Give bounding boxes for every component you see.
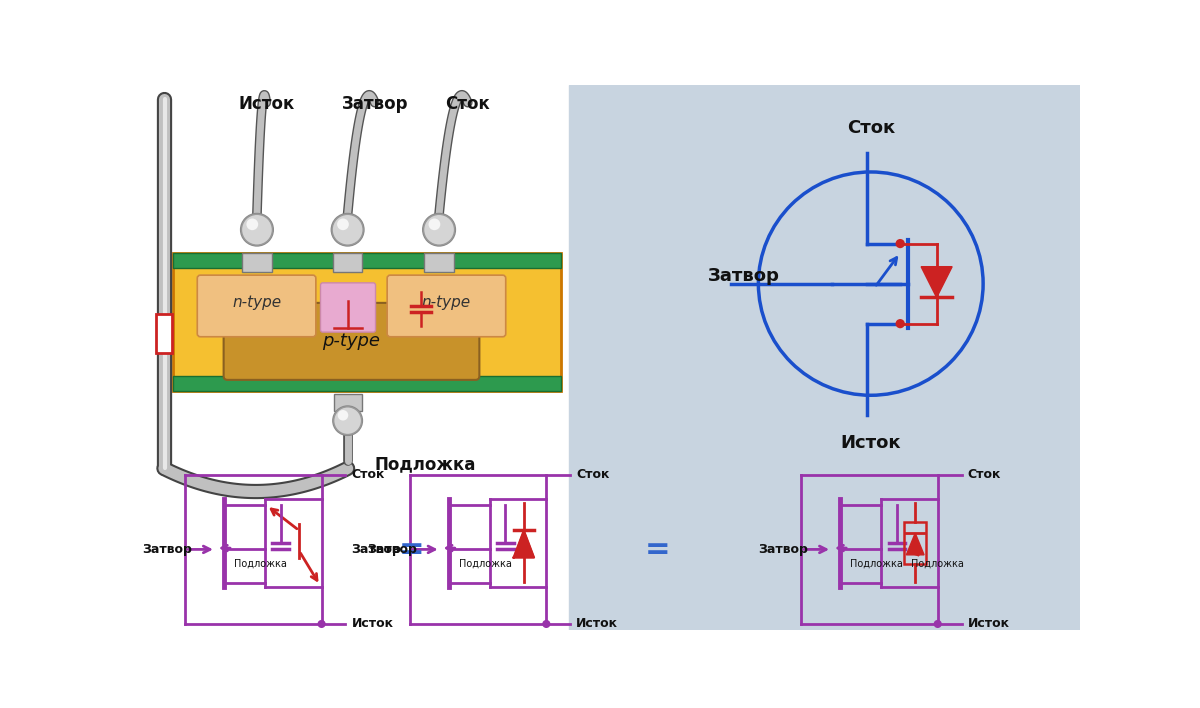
Bar	[156, 314, 172, 353]
FancyBboxPatch shape	[334, 394, 361, 411]
Circle shape	[330, 213, 365, 246]
Text: Исток: Исток	[352, 617, 394, 630]
Text: Сток: Сток	[352, 469, 385, 481]
FancyBboxPatch shape	[223, 303, 479, 380]
Circle shape	[240, 213, 274, 246]
Text: Исток: Исток	[238, 95, 294, 113]
Text: Затвор: Затвор	[708, 267, 780, 285]
Text: Подложка: Подложка	[234, 559, 287, 569]
Bar	[569, 85, 1080, 630]
Circle shape	[895, 239, 905, 249]
Circle shape	[337, 219, 349, 230]
Circle shape	[332, 405, 364, 436]
Text: =: =	[644, 535, 671, 564]
Text: Затвор: Затвор	[758, 543, 809, 556]
Circle shape	[895, 319, 905, 329]
Bar	[173, 253, 560, 392]
Text: Затвор: Затвор	[352, 543, 401, 556]
FancyBboxPatch shape	[197, 275, 316, 337]
Bar	[905, 522, 926, 564]
Text: Подложка: Подложка	[374, 455, 476, 474]
Text: n-type: n-type	[232, 295, 281, 310]
Circle shape	[337, 410, 348, 421]
Text: Затвор: Затвор	[143, 543, 192, 556]
Text: Исток: Исток	[576, 617, 618, 630]
Polygon shape	[514, 530, 534, 558]
Text: n-type: n-type	[422, 295, 470, 310]
FancyBboxPatch shape	[320, 283, 376, 332]
Circle shape	[318, 620, 325, 628]
Text: Исток: Исток	[840, 434, 901, 452]
Text: Сток: Сток	[576, 469, 610, 481]
Circle shape	[424, 215, 455, 245]
Circle shape	[428, 219, 440, 230]
FancyBboxPatch shape	[242, 253, 271, 272]
Circle shape	[332, 215, 364, 245]
Circle shape	[542, 620, 551, 628]
Circle shape	[422, 213, 456, 246]
Bar	[173, 376, 560, 392]
Circle shape	[334, 407, 361, 435]
Circle shape	[934, 620, 942, 628]
Bar	[150, 85, 569, 630]
Text: Затвор: Затвор	[342, 95, 408, 113]
Text: Сток: Сток	[847, 120, 895, 137]
Text: Затвор: Затвор	[367, 543, 418, 556]
Text: Подложка: Подложка	[460, 559, 512, 569]
Bar	[173, 253, 560, 268]
FancyBboxPatch shape	[388, 275, 505, 337]
Text: Сток: Сток	[967, 469, 1001, 481]
Text: p-type: p-type	[323, 332, 380, 350]
Circle shape	[246, 219, 258, 230]
Circle shape	[241, 215, 272, 245]
Text: Исток: Исток	[967, 617, 1009, 630]
Text: Подложка: Подложка	[851, 559, 904, 569]
Polygon shape	[922, 267, 952, 297]
Polygon shape	[906, 533, 924, 555]
Text: =: =	[400, 535, 425, 564]
Text: Подложка: Подложка	[911, 559, 964, 569]
Text: Сток: Сток	[445, 95, 490, 113]
FancyBboxPatch shape	[332, 253, 362, 272]
FancyBboxPatch shape	[425, 253, 454, 272]
